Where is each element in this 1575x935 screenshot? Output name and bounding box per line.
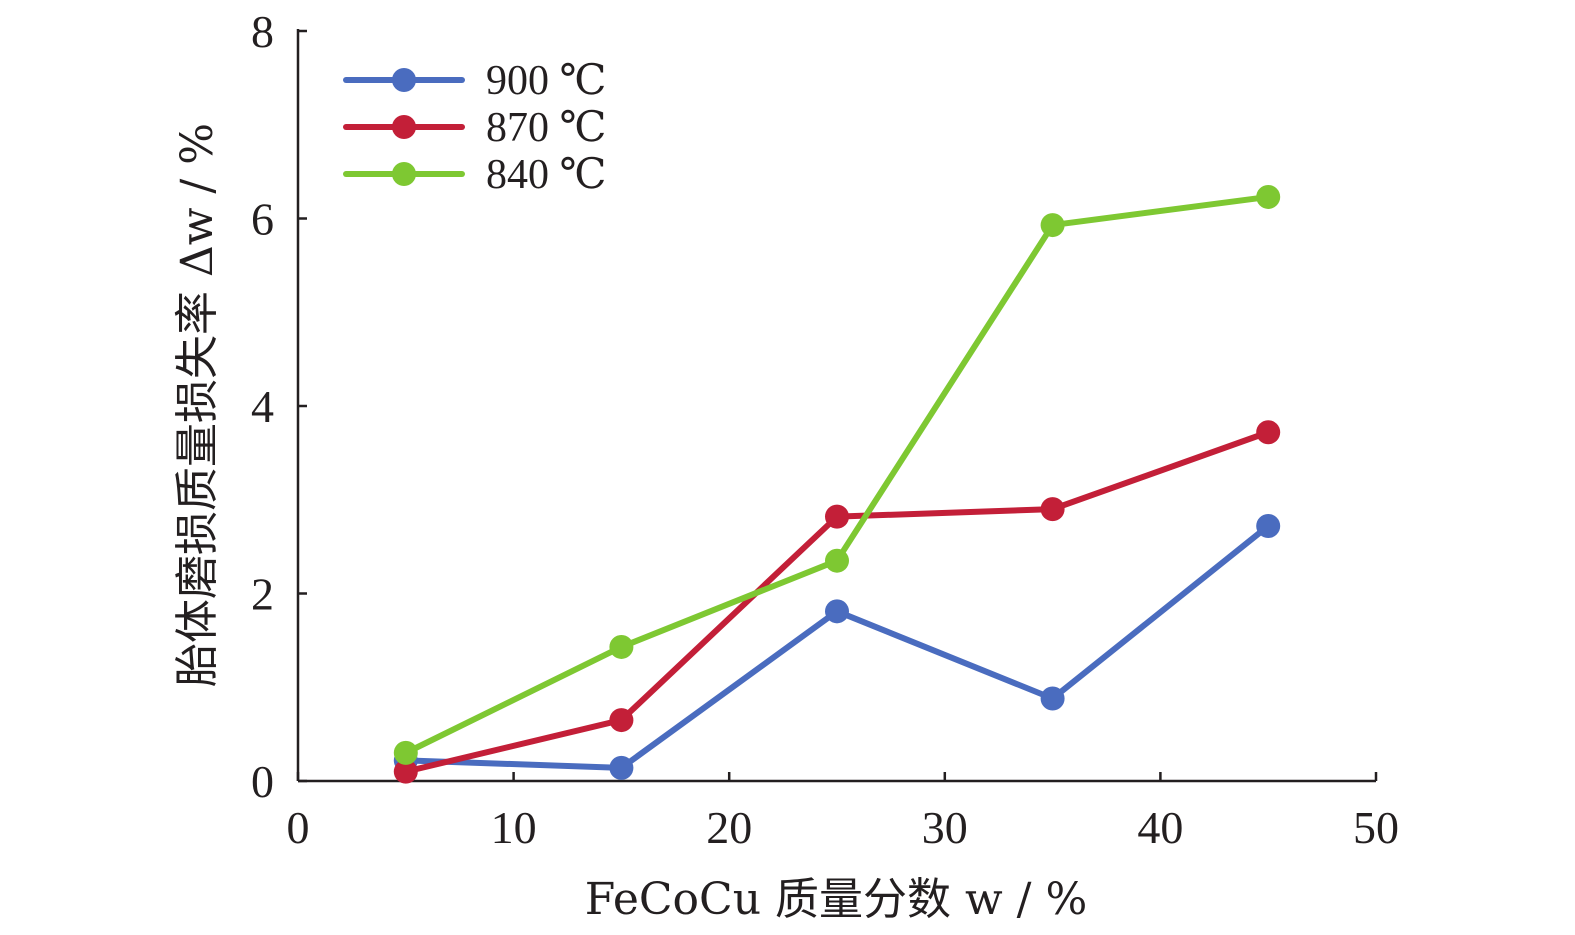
legend-swatch-marker (392, 162, 416, 186)
x-tick-label: 30 (922, 802, 968, 853)
data-point (825, 548, 849, 573)
legend-item: 840 ℃ (343, 152, 606, 198)
legend-label: 840 ℃ (486, 152, 606, 198)
legend-label: 900 ℃ (486, 58, 606, 104)
data-point (393, 759, 418, 784)
data-point (825, 504, 849, 529)
data-point (1256, 514, 1281, 538)
legend-swatch-marker (392, 68, 416, 92)
tick-marks (296, 29, 1378, 783)
data-point (1256, 184, 1281, 209)
data-point (609, 755, 634, 780)
series-1 (393, 420, 1281, 784)
series-layer (393, 184, 1281, 784)
series-line (402, 193, 1272, 756)
x-tick-label: 40 (1137, 802, 1183, 853)
legend-item: 870 ℃ (343, 105, 606, 151)
data-point (1040, 213, 1065, 238)
legend-item: 900 ℃ (343, 58, 606, 104)
y-tick-label: 4 (251, 381, 274, 432)
y-axis-title: 胎体磨损质量损失率 Δw / % (172, 123, 223, 687)
data-point (609, 708, 634, 733)
series-2 (393, 184, 1281, 765)
data-point (1040, 686, 1065, 711)
x-tick-label: 0 (287, 802, 310, 853)
y-tick-label: 2 (251, 569, 274, 620)
data-point (1256, 420, 1281, 445)
data-point (1040, 497, 1065, 522)
x-tick-label: 10 (491, 802, 537, 853)
y-tick-label: 0 (251, 756, 274, 807)
x-tick-label: 50 (1353, 802, 1399, 853)
data-point (393, 740, 418, 765)
legend-label: 870 ℃ (486, 105, 606, 151)
series-0 (393, 514, 1281, 780)
data-point (609, 634, 634, 659)
axes (296, 29, 1376, 783)
legend-swatch-marker (392, 115, 416, 139)
tick-labels: 0 10 20 30 40 50 0 2 4 6 8 (251, 6, 1399, 853)
x-axis-title: FeCoCu 质量分数 w / % (585, 874, 1088, 925)
data-point (825, 599, 849, 624)
x-tick-label: 20 (706, 802, 752, 853)
y-tick-label: 8 (251, 6, 274, 57)
y-tick-label: 6 (251, 194, 274, 245)
